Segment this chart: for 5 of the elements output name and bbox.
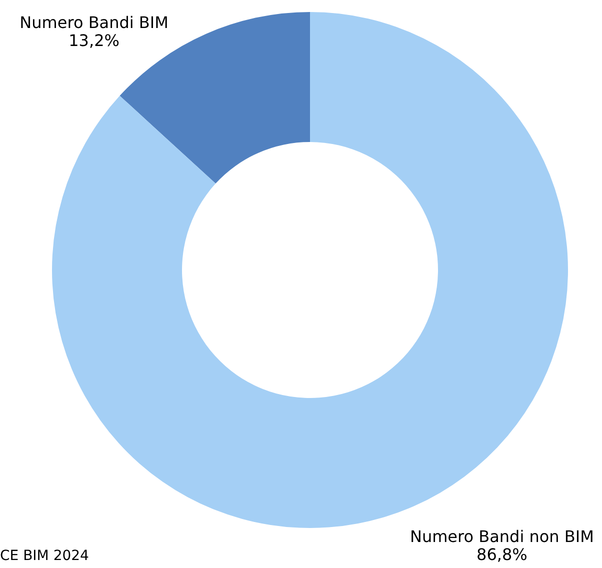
data-label: 13,2% (68, 30, 120, 50)
slice-label: Numero Bandi BIM (20, 12, 168, 32)
data-label: 86,8% (476, 545, 528, 564)
text: CE BIM 2024 (0, 548, 89, 564)
slice-label: Numero Bandi non BIM (410, 527, 594, 546)
